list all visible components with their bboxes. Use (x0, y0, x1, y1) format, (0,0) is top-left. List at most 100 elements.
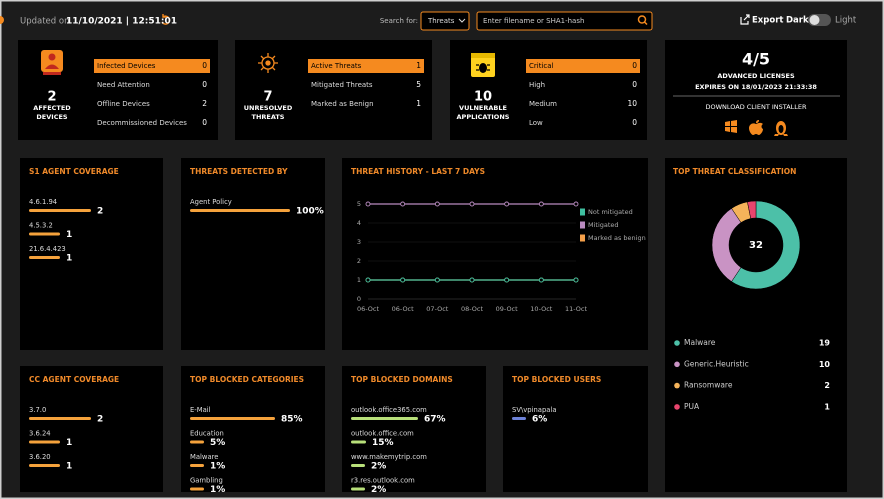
bar-value: 1 (66, 254, 72, 264)
bar-label: 3.6.24 (29, 430, 51, 438)
row-name: Mitigated Threats (311, 81, 373, 89)
y-tick-label: 1 (357, 276, 361, 284)
bar (351, 440, 366, 444)
light-label: Light (835, 16, 857, 26)
bar (29, 440, 60, 444)
card (503, 366, 648, 492)
applications-icon (471, 53, 495, 77)
x-tick-label: 11-Oct (565, 305, 587, 313)
bar-value: 6% (532, 415, 547, 425)
row-value: 0 (202, 61, 207, 70)
bar-label: 3.6.20 (29, 453, 51, 461)
row-name: High (529, 81, 545, 89)
summary-label-box: UNRESOLVED THREATS (244, 104, 292, 121)
bar-label: Education (190, 430, 224, 438)
bar-value: 15% (372, 438, 394, 448)
x-tick-label: 09-Oct (496, 305, 518, 313)
row-value: 0 (632, 80, 637, 89)
row-value: 0 (632, 118, 637, 127)
donut-segment (747, 200, 757, 219)
legend-label: Mitigated (588, 221, 619, 229)
search-type: Threats (427, 17, 455, 25)
y-tick-label: 0 (357, 295, 361, 303)
refresh-icon[interactable] (161, 14, 171, 25)
search-icon-handle (643, 21, 648, 26)
legend-swatch (580, 208, 585, 216)
selected-row[interactable] (94, 59, 210, 73)
bar-value: 1 (66, 230, 72, 240)
x-tick-label: 06-Oct (357, 305, 379, 313)
search-type-select[interactable] (420, 11, 470, 31)
bar-label: Malware (190, 453, 218, 461)
export-button: Export (752, 16, 783, 26)
series-point (469, 277, 475, 283)
legend-swatch (580, 234, 585, 242)
bar (190, 440, 204, 444)
series-point (538, 201, 544, 207)
bar (29, 464, 60, 467)
bar (351, 417, 418, 420)
row-value: 1 (416, 61, 421, 70)
legend-label: Ransomware (684, 381, 733, 390)
x-tick-label: 07-Oct (426, 305, 448, 313)
panel-title: CC AGENT COVERAGE (29, 375, 119, 384)
bar-label: SV\vpinapala (512, 406, 557, 414)
search-placeholder: Enter filename or SHA1-hash (483, 17, 584, 25)
row-name: Decommissioned Devices (97, 119, 187, 127)
donut-segment (731, 200, 801, 290)
legend-value: 19 (819, 339, 831, 348)
bar-label: 3.7.0 (29, 406, 46, 414)
series-point (573, 277, 579, 283)
card (342, 366, 486, 492)
bar-label: Gambling (190, 477, 223, 485)
search-input[interactable] (476, 11, 653, 31)
series-point (434, 277, 440, 283)
selected-row[interactable] (526, 59, 640, 73)
card (342, 158, 648, 350)
row-name: Active Threats (311, 62, 362, 70)
bar-value: 2 (97, 207, 103, 217)
search-icon[interactable] (637, 15, 647, 24)
panel-title: TOP BLOCKED CATEGORIES (190, 375, 304, 384)
y-tick-label: 3 (357, 238, 361, 246)
linux-installer[interactable] (774, 121, 788, 136)
row-name: Need Attention (97, 81, 150, 89)
bar (29, 256, 60, 259)
summary-count: 2 (47, 90, 56, 105)
toggle-knob (809, 15, 820, 25)
panel-title: TOP THREAT CLASSIFICATION (673, 167, 796, 176)
panel-title: S1 AGENT COVERAGE (29, 167, 119, 176)
bar (190, 417, 275, 420)
series-point (400, 201, 406, 207)
license-count: 4/5 (742, 50, 770, 69)
bar (190, 209, 290, 212)
legend-label: PUA (684, 402, 700, 411)
summary-count: 10 (474, 90, 492, 105)
series-point (365, 201, 371, 207)
select-caret (458, 18, 466, 23)
card (665, 40, 847, 140)
row-name: Critical (529, 62, 554, 70)
row-value: 10 (627, 99, 637, 108)
mac-installer[interactable] (749, 120, 763, 135)
bar-value: 1% (210, 485, 225, 495)
summary-label: AFFECTED DEVICES (33, 104, 71, 121)
row-value: 5 (416, 80, 421, 89)
search-label: Search for: (380, 17, 418, 25)
series-point (365, 277, 371, 283)
legend-dot (674, 382, 680, 389)
cards (18, 40, 847, 492)
legend-dot (674, 361, 680, 368)
row-value: 2 (202, 99, 207, 108)
bar-label: 4.5.3.2 (29, 222, 53, 230)
bar (29, 417, 91, 420)
card (20, 158, 163, 350)
legend-dot (674, 404, 680, 410)
windows-installer[interactable] (725, 120, 737, 133)
export-icon[interactable] (740, 14, 750, 25)
bar-label: 21.6.4.423 (29, 245, 66, 253)
selected-row[interactable] (308, 59, 424, 73)
series-point (538, 277, 544, 283)
row-value: 0 (632, 61, 637, 70)
